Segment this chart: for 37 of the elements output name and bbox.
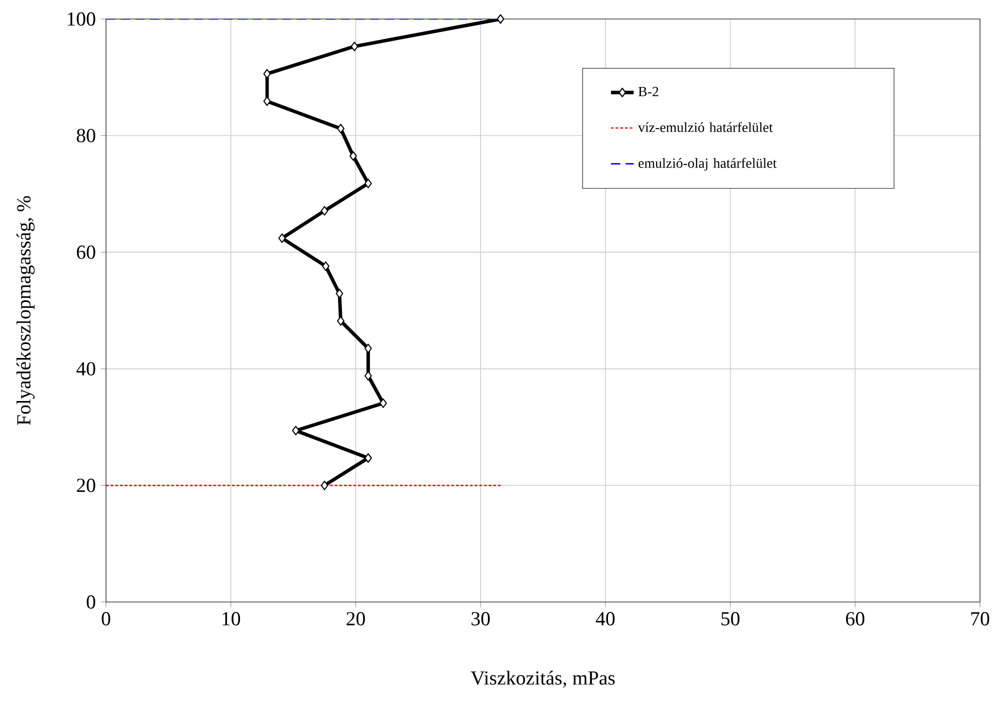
point	[364, 371, 372, 381]
point	[364, 178, 372, 188]
legend-label: víz-emulzió határfelület	[638, 122, 773, 132]
point	[320, 206, 328, 216]
y-tick-label: 80	[76, 128, 96, 142]
x-tick-label: 10	[222, 612, 240, 626]
x-tick-label: 70	[971, 612, 990, 626]
point	[292, 426, 300, 436]
y-tick-label: 40	[76, 362, 96, 376]
point	[364, 453, 372, 463]
point	[263, 96, 271, 106]
point	[379, 398, 387, 408]
x-tick-label: 40	[596, 612, 615, 626]
point	[496, 14, 504, 24]
x-axis-title: Viszkozitás, mPas	[470, 670, 615, 688]
x-tick-label: 30	[472, 612, 490, 626]
point	[349, 151, 357, 161]
x-tick-label: 60	[846, 612, 864, 626]
x-tick-label: 50	[721, 612, 740, 626]
point	[322, 261, 330, 271]
point	[263, 69, 271, 79]
legend-label: emulzió-olaj határfelület	[638, 158, 777, 171]
point	[336, 288, 344, 298]
point	[320, 480, 328, 490]
y-axis-title: Folyadékoszlopmagasság, %	[16, 196, 35, 426]
point	[350, 42, 358, 52]
point	[278, 233, 286, 243]
point	[364, 344, 372, 354]
y-tick-label: 60	[76, 245, 96, 259]
x-tick-label: 20	[346, 612, 365, 626]
point	[337, 316, 344, 326]
x-tick-label: 0	[102, 612, 110, 626]
y-tick-label: 20	[76, 478, 96, 492]
y-tick-label: 0	[86, 595, 96, 609]
y-tick-label: 100	[68, 12, 96, 26]
point	[337, 124, 344, 134]
legend-label: B-2	[638, 86, 658, 96]
